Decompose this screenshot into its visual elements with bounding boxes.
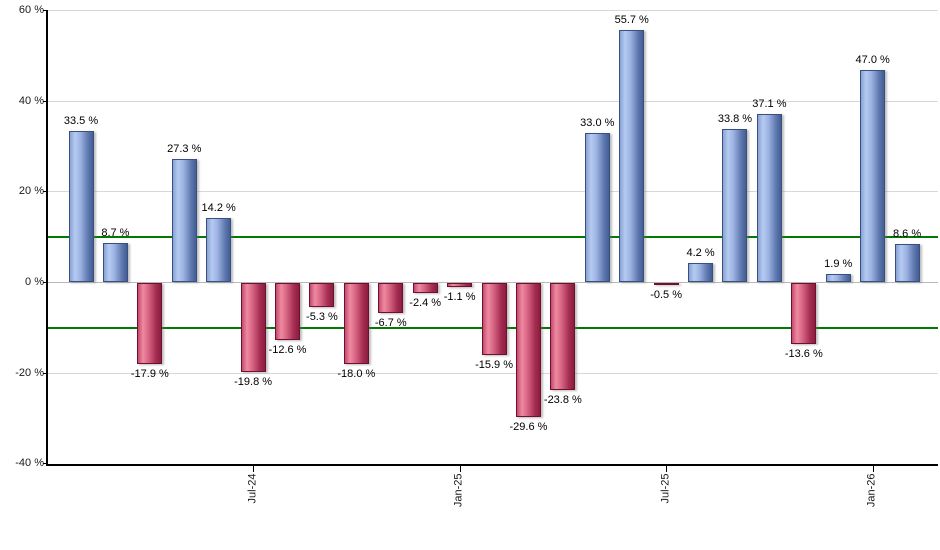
bar	[309, 282, 335, 307]
bar	[206, 218, 232, 283]
bar-value-label: -23.8 %	[543, 394, 582, 407]
y-axis-tick-label: 20 %	[18, 185, 44, 198]
bar-value-label: 1.9 %	[824, 257, 853, 270]
y-axis-tick-label: -40 %	[15, 457, 44, 470]
bar	[722, 129, 748, 283]
bar	[68, 130, 94, 283]
y-axis-tick-mark	[43, 372, 47, 374]
bar	[343, 282, 369, 365]
x-axis-tick-mark	[872, 465, 874, 472]
y-axis-tick-label: 0 %	[25, 276, 44, 288]
x-axis-line	[46, 463, 938, 466]
y-axis-tick-label: -20 %	[15, 366, 44, 379]
bar-value-label: -0.5 %	[650, 288, 683, 301]
threshold-line	[48, 236, 938, 239]
x-axis-tick-label: Jul-24	[246, 473, 259, 504]
x-axis-tick-mark	[459, 465, 461, 472]
bar	[756, 114, 782, 283]
bar-value-label: -15.9 %	[475, 358, 513, 371]
bar-value-label: 33.8 %	[717, 113, 753, 126]
bar	[481, 282, 507, 355]
bar	[275, 282, 301, 340]
x-axis-tick-label: Jan-26	[865, 473, 878, 508]
y-axis-tick-mark	[43, 10, 47, 12]
bar	[102, 243, 128, 283]
bar-value-label: 8.6 %	[893, 227, 922, 240]
bar	[653, 282, 679, 285]
y-axis-tick-label: 40 %	[18, 94, 44, 107]
y-gridline	[48, 191, 938, 193]
x-axis-tick-label: Jan-25	[452, 473, 465, 508]
bar-value-label: -5.3 %	[306, 310, 338, 323]
bar-value-label: 14.2 %	[201, 202, 236, 215]
bar	[137, 282, 163, 364]
y-axis-tick-label: 60 %	[18, 4, 44, 17]
y-gridline	[48, 372, 938, 374]
bar	[860, 69, 886, 283]
bar	[825, 273, 851, 283]
bar-value-label: -29.6 %	[509, 420, 548, 433]
bar-value-label: -13.6 %	[784, 348, 823, 361]
bar	[240, 282, 266, 373]
x-axis-tick-mark	[253, 465, 255, 472]
bar	[584, 133, 610, 283]
bar	[171, 158, 197, 283]
bar-value-label: 33.5 %	[63, 114, 99, 127]
bar	[515, 282, 541, 417]
bar-value-label: -1.1 %	[443, 291, 476, 304]
x-axis-tick-label: Jul-25	[659, 473, 672, 504]
x-axis-tick-mark	[666, 465, 668, 472]
bar-value-label: 37.1 %	[752, 98, 787, 111]
bar	[550, 282, 576, 391]
bar	[688, 263, 714, 283]
bar-value-label: -19.8 %	[234, 376, 273, 389]
bar	[412, 282, 438, 294]
bar-value-label: -2.4 %	[409, 297, 442, 310]
y-gridline	[48, 10, 938, 12]
bar	[447, 282, 473, 288]
bar	[378, 282, 404, 313]
y-gridline	[48, 100, 938, 102]
bar-value-label: -12.6 %	[268, 343, 307, 356]
y-axis-tick-mark	[43, 463, 47, 465]
bar	[791, 282, 817, 345]
bar-value-label: 33.0 %	[580, 117, 615, 129]
bar-value-label: 55.7 %	[614, 14, 649, 27]
y-axis-tick-mark	[43, 100, 47, 102]
bar	[619, 30, 645, 283]
bar	[894, 243, 920, 283]
y-axis-line	[46, 10, 48, 466]
bar-value-label: 4.2 %	[686, 247, 715, 260]
bar-value-label: 8.7 %	[101, 227, 130, 240]
bar-value-label: -18.0 %	[337, 368, 376, 381]
bar-value-label: -17.9 %	[130, 367, 169, 380]
y-axis-tick-mark	[43, 282, 47, 283]
bar-value-label: -6.7 %	[374, 316, 407, 329]
y-axis-tick-mark	[43, 191, 47, 193]
bar-value-label: 47.0 %	[855, 53, 890, 66]
bar-value-label: 27.3 %	[167, 142, 202, 155]
